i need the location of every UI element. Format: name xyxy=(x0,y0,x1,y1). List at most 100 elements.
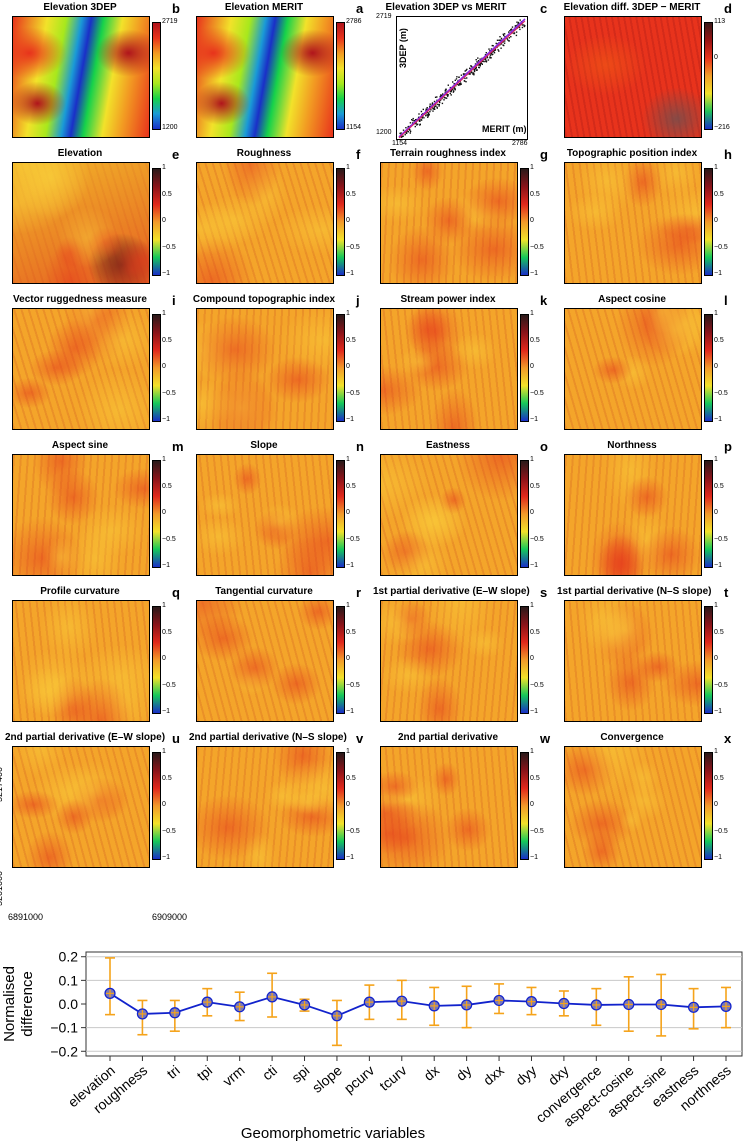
colorbar-tick: −0.5 xyxy=(530,243,544,251)
colorbar-tick: 0.5 xyxy=(162,482,172,490)
colorbar-tick: −1 xyxy=(346,708,354,715)
map-panel-t: 1st partial derivative (N–S slope) t 1 0.5 0… xyxy=(557,585,740,732)
raster-map xyxy=(564,600,702,722)
panel-title: Elevation 3DEP vs MERIT xyxy=(385,2,507,13)
map-panel-n: Slope n 1 0.5 0 −0.5 −1 xyxy=(190,439,372,586)
colorbar-tick: −0.5 xyxy=(714,681,728,689)
colorbar-tick: −1 xyxy=(530,562,538,569)
colorbar-tick: 1 xyxy=(346,456,350,463)
panel-letter: v xyxy=(356,731,364,746)
colorbar-tick: −1 xyxy=(346,562,354,569)
colorbar xyxy=(520,752,529,860)
panel-title: Eastness xyxy=(426,440,470,451)
map-panel-h: Topographic position index h 1 0.5 0 −0.5 −1 xyxy=(558,147,740,294)
colorbar-tick: −0.5 xyxy=(346,535,360,543)
colorbar-tick: −1 xyxy=(530,708,538,715)
raster-map xyxy=(564,308,702,430)
raster-map xyxy=(196,746,334,868)
map-panel-q: Profile curvature q 1 0.5 0 −0.5 −1 xyxy=(6,585,188,732)
colorbar-tick: 1 xyxy=(346,310,350,317)
panel-letter: i xyxy=(172,293,176,308)
y-tick-label: 0.0 xyxy=(59,996,79,1012)
colorbar-tick: 1 xyxy=(162,456,166,463)
colorbar-tick: 113 xyxy=(714,18,726,25)
colorbar-tick: 0 xyxy=(162,801,166,808)
x-tick-label: dy xyxy=(453,1062,475,1084)
colorbar-tick: 0.5 xyxy=(714,482,724,490)
colorbar-tick: −0.5 xyxy=(346,681,360,689)
colorbar-tick: 1200 xyxy=(162,124,178,131)
colorbar-tick: 0 xyxy=(162,655,166,662)
colorbar-tick: −1 xyxy=(346,416,354,423)
colorbar-tick: 1 xyxy=(162,164,166,171)
colorbar-tick: 0.5 xyxy=(530,774,540,782)
colorbar-tick: −0.5 xyxy=(162,535,176,543)
colorbar-tick: 0 xyxy=(530,217,534,224)
map-panel-v: 2nd partial derivative (N–S slope) v 1 0.5 0… xyxy=(189,731,372,878)
colorbar-tick: −1 xyxy=(714,562,722,569)
colorbar-tick: −0.5 xyxy=(714,827,728,835)
colorbar-tick: −1 xyxy=(346,854,354,861)
colorbar-tick: −1 xyxy=(162,270,170,277)
map-panel-k: Stream power index k 1 0.5 0 −0.5 −1 xyxy=(374,293,556,440)
colorbar-tick: 2786 xyxy=(346,18,362,25)
colorbar-tick: 1 xyxy=(714,310,718,317)
scatter-x-tick-right: 2786 xyxy=(512,140,528,147)
colorbar-tick: 1154 xyxy=(346,124,362,131)
scatter-y-tick-bottom: 1200 xyxy=(376,129,392,136)
raster-map xyxy=(12,746,150,868)
colorbar-tick: 0 xyxy=(162,509,166,516)
colorbar xyxy=(336,314,345,422)
raster-map xyxy=(564,746,702,868)
colorbar-tick: 1 xyxy=(714,602,718,609)
colorbar-tick: 1 xyxy=(162,748,166,755)
colorbar-tick: −0.5 xyxy=(162,243,176,251)
colorbar-tick: −1 xyxy=(530,270,538,277)
map-panel-o: Eastness o 1 0.5 0 −0.5 −1 xyxy=(374,439,556,586)
colorbar-tick: 0.5 xyxy=(346,336,356,344)
colorbar-tick: −0.5 xyxy=(346,827,360,835)
colorbar xyxy=(704,168,713,276)
colorbar-tick: 0.5 xyxy=(346,774,356,782)
y-axis-label: Normaliseddifference xyxy=(1,966,36,1042)
colorbar-tick: 0 xyxy=(530,801,534,808)
panel-letter: o xyxy=(540,439,548,454)
colorbar-tick: −0.5 xyxy=(162,389,176,397)
colorbar-tick: 1 xyxy=(714,456,718,463)
colorbar-tick: 0 xyxy=(346,217,350,224)
map-panel-a: Elevation MERIT a 2786 1154 xyxy=(190,1,372,148)
colorbar-tick: −1 xyxy=(162,854,170,861)
colorbar-tick: 0 xyxy=(346,509,350,516)
raster-map xyxy=(380,454,518,576)
panel-title: Profile curvature xyxy=(40,586,120,597)
colorbar xyxy=(152,168,161,276)
panel-title: Tangential curvature xyxy=(215,586,313,597)
x-tick-label: tpi xyxy=(194,1062,216,1084)
raster-map xyxy=(196,600,334,722)
panel-letter: e xyxy=(172,147,180,162)
colorbar-tick: −1 xyxy=(530,416,538,423)
raster-map xyxy=(564,16,702,138)
colorbar xyxy=(704,22,713,130)
panel-title: Terrain roughness index xyxy=(390,148,506,159)
colorbar-tick: −0.5 xyxy=(530,827,544,835)
x-tick-label: tri xyxy=(164,1062,183,1082)
map-panel-i: Vector ruggedness measure i 1 0.5 0 −0.5 −1 xyxy=(6,293,188,440)
colorbar-tick: −1 xyxy=(714,416,722,423)
colorbar xyxy=(336,752,345,860)
colorbar-tick: 0 xyxy=(714,801,718,808)
colorbar-tick: −0.5 xyxy=(714,535,728,543)
x-tick-label: dyy xyxy=(512,1062,539,1088)
map-panel-b: Elevation 3DEP b 2719 1200 xyxy=(6,1,188,148)
raster-map xyxy=(196,162,334,284)
colorbar-tick: 0 xyxy=(162,217,166,224)
raster-map xyxy=(12,308,150,430)
scatter-plot-area xyxy=(396,16,528,140)
map-panel-f: Roughness f 1 0.5 0 −0.5 −1 xyxy=(190,147,372,294)
raster-map xyxy=(12,454,150,576)
raster-map xyxy=(564,162,702,284)
colorbar-tick: 0.5 xyxy=(162,190,172,198)
panel-title: Slope xyxy=(250,440,278,451)
panel-title: 1st partial derivative (E–W slope) xyxy=(373,586,530,597)
map-panel-g: Terrain roughness index g 1 0.5 0 −0.5 −1 xyxy=(374,147,556,294)
